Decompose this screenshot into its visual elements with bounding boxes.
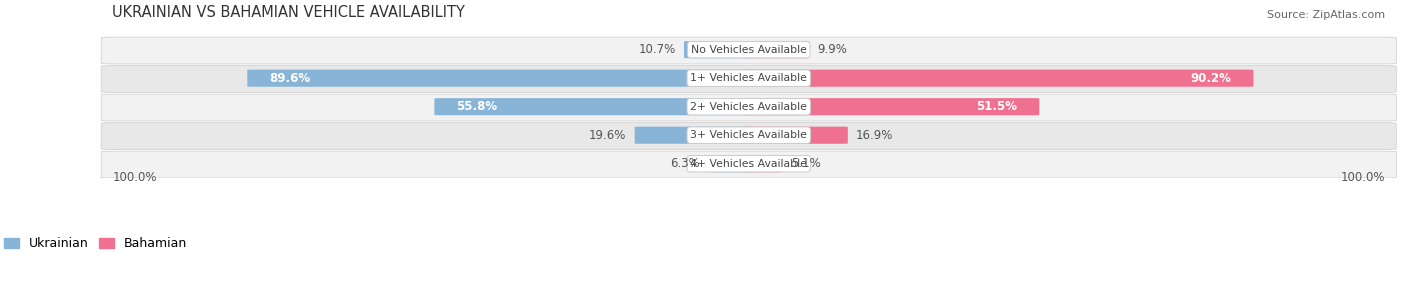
Text: UKRAINIAN VS BAHAMIAN VEHICLE AVAILABILITY: UKRAINIAN VS BAHAMIAN VEHICLE AVAILABILI… xyxy=(112,5,465,20)
FancyBboxPatch shape xyxy=(101,151,1396,178)
Text: 100.0%: 100.0% xyxy=(112,172,157,184)
Text: No Vehicles Available: No Vehicles Available xyxy=(690,45,807,55)
FancyBboxPatch shape xyxy=(683,41,754,58)
FancyBboxPatch shape xyxy=(744,69,1254,87)
FancyBboxPatch shape xyxy=(247,69,754,87)
Text: 5.1%: 5.1% xyxy=(790,157,821,170)
FancyBboxPatch shape xyxy=(434,98,754,115)
Text: 1+ Vehicles Available: 1+ Vehicles Available xyxy=(690,73,807,83)
Text: 55.8%: 55.8% xyxy=(457,100,498,113)
FancyBboxPatch shape xyxy=(101,37,1396,64)
FancyBboxPatch shape xyxy=(744,155,783,172)
Text: 89.6%: 89.6% xyxy=(270,72,311,85)
Text: Source: ZipAtlas.com: Source: ZipAtlas.com xyxy=(1267,10,1385,20)
Text: 51.5%: 51.5% xyxy=(976,100,1017,113)
Text: 3+ Vehicles Available: 3+ Vehicles Available xyxy=(690,130,807,140)
Text: 2+ Vehicles Available: 2+ Vehicles Available xyxy=(690,102,807,112)
Text: 100.0%: 100.0% xyxy=(1341,172,1385,184)
FancyBboxPatch shape xyxy=(744,41,808,58)
Text: 9.9%: 9.9% xyxy=(817,43,848,56)
FancyBboxPatch shape xyxy=(101,94,1396,121)
FancyBboxPatch shape xyxy=(744,98,1039,115)
FancyBboxPatch shape xyxy=(709,155,754,172)
FancyBboxPatch shape xyxy=(101,66,1396,92)
FancyBboxPatch shape xyxy=(634,127,754,144)
FancyBboxPatch shape xyxy=(101,123,1396,150)
Text: 16.9%: 16.9% xyxy=(856,129,893,142)
Text: 4+ Vehicles Available: 4+ Vehicles Available xyxy=(690,159,807,169)
Legend: Ukrainian, Bahamian: Ukrainian, Bahamian xyxy=(4,237,187,250)
Text: 19.6%: 19.6% xyxy=(589,129,627,142)
Text: 6.3%: 6.3% xyxy=(671,157,700,170)
Text: 10.7%: 10.7% xyxy=(638,43,676,56)
FancyBboxPatch shape xyxy=(744,127,848,144)
Text: 90.2%: 90.2% xyxy=(1191,72,1232,85)
